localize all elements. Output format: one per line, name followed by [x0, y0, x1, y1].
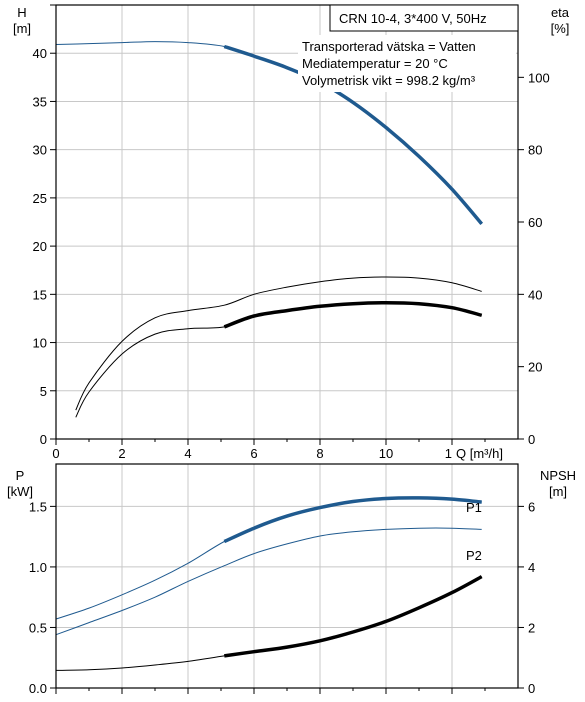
series-label-p2: P2: [466, 548, 482, 563]
lower-right-tick-label: 4: [528, 560, 535, 575]
upper-left-tick-label: 5: [40, 384, 47, 399]
upper-right-tick-label: 0: [528, 432, 535, 447]
info-box-title: CRN 10-4, 3*400 V, 50Hz: [339, 11, 487, 26]
curve-eta_upper: [75, 276, 482, 411]
upper-right-tick-label: 80: [528, 143, 542, 158]
lower-right-axis-unit: [m]: [549, 484, 567, 499]
upper-left-tick-label: 15: [33, 287, 47, 302]
upper-right-axis-unit: [%]: [551, 21, 570, 36]
info-box-title-frame: [329, 4, 519, 32]
curve-NPSH: [55, 576, 482, 671]
curve-P1-operating-range: [223, 496, 482, 544]
upper-right-tick-label: 60: [528, 215, 542, 230]
upper-right-tick-label: 100: [528, 70, 550, 85]
lower-left-tick-label: 1.0: [29, 560, 47, 575]
upper-left-tick-label: 10: [33, 336, 47, 351]
upper-left-tick-label: 25: [33, 191, 47, 206]
upper-left-axis-title: H: [17, 5, 26, 20]
lower-right-tick-label: 0: [528, 681, 535, 696]
upper-left-tick-label: 20: [33, 239, 47, 254]
info-line-3: Volymetrisk vikt = 998.2 kg/m³: [302, 73, 476, 88]
lower-left-axis-title: P: [16, 468, 25, 483]
upper-left-tick-label: 40: [33, 46, 47, 61]
x-tick-label: 2: [118, 446, 125, 461]
lower-chart-ticks: 0.0 0.5 1.0 1.5 0 2 4 6: [29, 499, 535, 696]
upper-left-tick-label: 0: [40, 432, 47, 447]
x-axis-title: Q [m³/h]: [456, 446, 503, 461]
lower-left-tick-label: 0.5: [29, 620, 47, 635]
upper-chart-ticks: 0246810120510152025303540020406080100: [33, 4, 550, 461]
x-tick-label: 4: [184, 446, 191, 461]
upper-right-axis-title: eta: [551, 5, 570, 20]
info-line-2: Mediatemperatur = 20 °C: [302, 56, 448, 71]
info-box-body: [298, 35, 516, 92]
upper-left-tick-label: 30: [33, 143, 47, 158]
lower-chart-grid: [56, 464, 518, 688]
lower-left-tick-label: 1.5: [29, 499, 47, 514]
lower-chart-curves: [55, 496, 483, 671]
info-line-1: Transporterad vätska = Vatten: [302, 39, 476, 54]
upper-right-tick-label: 20: [528, 360, 542, 375]
lower-right-axis-title: NPSH: [540, 468, 576, 483]
lower-left-tick-label: 0.0: [29, 681, 47, 696]
upper-left-tick-label: 35: [33, 94, 47, 109]
lower-right-tick-label: 6: [528, 499, 535, 514]
x-axis-title-backdrop: [452, 445, 516, 462]
upper-chart-curves: [55, 41, 484, 418]
curve-P2: [55, 527, 482, 636]
lower-right-tick-label: 2: [528, 620, 535, 635]
upper-left-axis-unit: [m]: [13, 21, 31, 36]
curve-eta-operating-range: [223, 300, 483, 329]
curve-P1: [55, 497, 482, 620]
x-tick-label: 8: [316, 446, 323, 461]
curve-eta: [75, 302, 482, 418]
x-tick-label: 6: [250, 446, 257, 461]
x-tick-label: 10: [379, 446, 393, 461]
x-tick-label: 0: [52, 446, 59, 461]
series-label-p1: P1: [466, 500, 482, 515]
lower-left-axis-unit: [kW]: [7, 484, 33, 499]
curve-NPSH-operating-range: [224, 575, 483, 658]
upper-right-tick-label: 40: [528, 287, 542, 302]
